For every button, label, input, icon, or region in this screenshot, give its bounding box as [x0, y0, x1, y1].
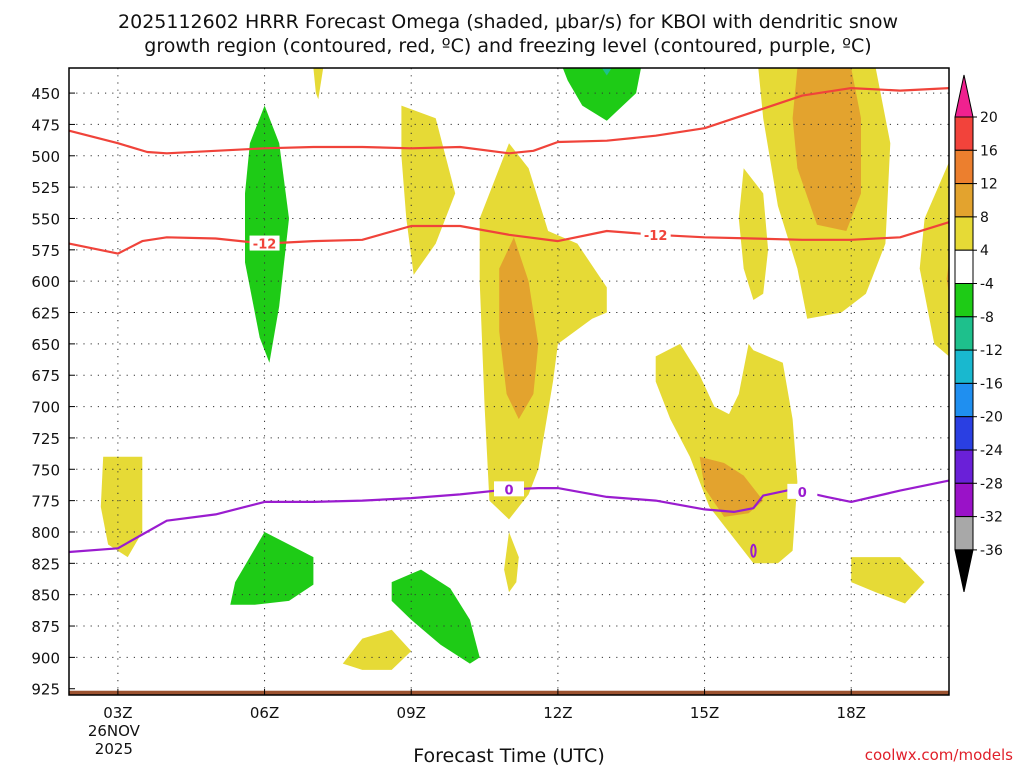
- colorbar-label-1: 16: [980, 143, 998, 159]
- x-tick-label-12Z: 12Z: [543, 704, 572, 722]
- y-tick-label-750: 750: [31, 461, 60, 479]
- contour-label-bg-1: [640, 226, 671, 242]
- colorbar-bin-8: [954, 349, 974, 384]
- x-tick-date: 26NOV: [88, 722, 141, 740]
- colorbar-bin-1: [954, 116, 974, 151]
- plot-area: -12 -12 0 0: [68, 67, 950, 696]
- omega-region-15: [245, 105, 289, 363]
- y-tick-label-550: 550: [31, 210, 60, 228]
- x-tick-year: 2025: [95, 740, 133, 758]
- y-tick-label-525: 525: [31, 179, 60, 197]
- omega-region-10: [919, 162, 949, 357]
- contours: -12 -12 0 0: [68, 86, 950, 558]
- omega-region-16: [230, 532, 314, 605]
- omega-region-0: [313, 68, 324, 100]
- colorbar-bin-5: [954, 249, 974, 284]
- y-tick-label-600: 600: [31, 273, 60, 291]
- colorbar-bin-9: [954, 382, 974, 418]
- colorbar-bin-4: [954, 216, 974, 251]
- omega-region-19: [601, 68, 612, 76]
- y-tick-label-925: 925: [31, 681, 60, 699]
- omega-region-5: [655, 343, 798, 564]
- y-tick-label-675: 675: [31, 367, 60, 385]
- omega-region-9: [792, 68, 861, 231]
- colorbar-label-3: 8: [980, 210, 989, 226]
- omega-region-3: [499, 237, 539, 420]
- y-tick-label-875: 875: [31, 618, 60, 636]
- colorbar-top-arrow: [954, 74, 974, 118]
- y-tick-label-775: 775: [31, 493, 60, 511]
- contour-label-bg-3: [787, 483, 818, 499]
- contour-line-1: [68, 221, 950, 255]
- omega-region-12: [100, 456, 143, 558]
- freezing-level-mark-0: [750, 543, 757, 558]
- contour-label-bg-0: [249, 235, 280, 251]
- colorbar-bin-2: [954, 149, 974, 185]
- colorbar-bin-3: [954, 183, 974, 218]
- y-tick-label-650: 650: [31, 336, 60, 354]
- x-tick-label-03Z: 03Z: [103, 704, 132, 722]
- colorbar-bin-12: [954, 482, 974, 518]
- colorbar-label-5: -4: [980, 277, 994, 293]
- colorbar-label-2: 12: [980, 177, 998, 193]
- credit-text: coolwx.com/models: [865, 746, 1013, 764]
- colorbar-bin-10: [954, 416, 974, 451]
- y-tick-label-725: 725: [31, 430, 60, 448]
- omega-region-2: [479, 143, 607, 520]
- omega-region-14: [342, 629, 412, 670]
- gridlines: [69, 68, 949, 695]
- colorbar-bin-13: [954, 516, 974, 551]
- omega-region-4: [504, 532, 519, 593]
- y-tick-label-500: 500: [31, 148, 60, 166]
- colorbar-bin-6: [954, 283, 974, 318]
- colorbar-label-7: -12: [980, 343, 1003, 359]
- omega-region-18: [562, 68, 641, 121]
- y-tick-label-825: 825: [31, 555, 60, 573]
- contour-label-bg-2: [494, 481, 524, 497]
- y-tick-label-450: 450: [31, 85, 60, 103]
- omega-region-6: [699, 456, 764, 517]
- colorbar-label-10: -24: [980, 443, 1003, 459]
- colorbar-bottom-arrow: [954, 549, 974, 593]
- contour-label-3: 0: [798, 486, 807, 501]
- colorbar-label-8: -16: [980, 376, 1003, 392]
- colorbar-label-11: -28: [980, 476, 1003, 492]
- y-axis: 450 475 500 525 550 575 600 625 650 675 700 725 750 7…: [31, 85, 75, 699]
- y-tick-label-575: 575: [31, 242, 60, 260]
- colorbar-label-9: -20: [980, 410, 1003, 426]
- colorbar-label-0: 20: [980, 110, 998, 126]
- chart-title-line1: 2025112602 HRRR Forecast Omega (shaded, …: [118, 11, 898, 33]
- colorbar-label-6: -8: [980, 310, 994, 326]
- x-tick-label-18Z: 18Z: [837, 704, 866, 722]
- contour-label-2: 0: [504, 483, 513, 498]
- chart-title-line2: growth region (contoured, red, ºC) and f…: [144, 35, 871, 57]
- colorbar-label-4: 4: [980, 243, 989, 259]
- contour-line-0: [68, 86, 950, 155]
- colorbar: 20 16 12 8 4 -4 -8 -12 -16 -20 -24 -28 -32 -36: [954, 74, 1003, 593]
- plot-frame: [68, 67, 950, 696]
- x-tick-label-15Z: 15Z: [690, 704, 719, 722]
- y-tick-label-625: 625: [31, 305, 60, 323]
- contour-label-1: -12: [644, 229, 668, 244]
- x-tick-label-06Z: 06Z: [250, 704, 279, 722]
- y-tick-label-900: 900: [31, 649, 60, 667]
- colorbar-label-12: -32: [980, 510, 1003, 526]
- omega-region-17: [391, 569, 480, 664]
- y-tick-label-850: 850: [31, 587, 60, 605]
- colorbar-bin-11: [954, 449, 974, 484]
- colorbar-label-13: -36: [980, 543, 1003, 559]
- x-axis-label: Forecast Time (UTC): [413, 745, 604, 767]
- terrain-strip: [69, 690, 949, 695]
- x-tick-label-09Z: 09Z: [397, 704, 426, 722]
- y-tick-label-475: 475: [31, 116, 60, 134]
- omega-region-7: [738, 168, 769, 300]
- contour-label-0: -12: [253, 238, 277, 253]
- colorbar-bin-7: [954, 316, 974, 351]
- omega-region-13: [851, 557, 925, 604]
- y-tick-label-800: 800: [31, 524, 60, 542]
- y-tick-label-700: 700: [31, 399, 60, 417]
